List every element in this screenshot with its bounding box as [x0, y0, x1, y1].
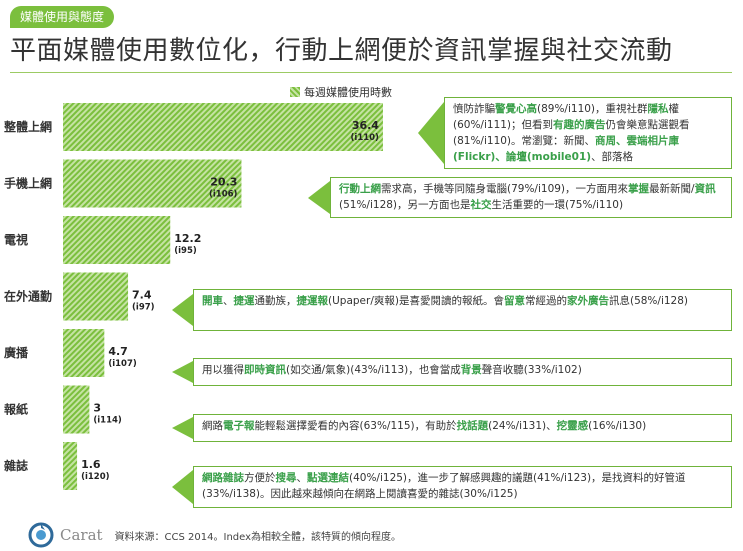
index-label: (i120): [81, 472, 110, 482]
callout-text: 訊息(58%/i128): [608, 295, 688, 307]
callout-highlight: 捷運報: [296, 295, 329, 307]
callout-highlight: 家外廣告: [566, 295, 609, 307]
index-label: (i114): [93, 416, 122, 426]
source-note: 資料來源：CCS 2014。Index為相較全體，該特質的傾向程度。: [114, 531, 402, 543]
category-label: 廣播: [4, 345, 29, 360]
callout-text: (24%/i131)、: [488, 420, 557, 432]
callout-pointer: [418, 102, 444, 164]
callout-text: (如交通/氣象)(43%/i113)，也會當成: [286, 364, 461, 376]
callout-text: 生活重要的一環(75%/i110): [491, 199, 624, 211]
callout-text: 、: [223, 295, 234, 307]
callout-text: 憤防詐騙: [453, 103, 495, 115]
value-label: 36.4: [352, 119, 379, 132]
callout-text: 最新新聞/: [649, 183, 695, 195]
callout-text: (51%/i128)，另一方面也是: [339, 199, 471, 211]
callout-highlight: 行動上網: [339, 183, 381, 195]
callout-highlight: 、雲端相片庫(Flickr): [453, 135, 680, 163]
callout-highlight: 電子報: [223, 420, 255, 432]
category-label: 在外通勤: [4, 289, 52, 304]
bar: [63, 329, 105, 377]
callout-internet: 憤防詐騙警覺心高(89%/i110)，重視社群隱私權(60%/i111)；但看到…: [444, 97, 732, 169]
callout-highlight: 點選連結: [307, 472, 349, 484]
callout-text: 通勤族，: [254, 295, 297, 307]
callout-magazine: 網路雜誌方便於搜尋、點選連結(40%/i125)，進一步了解感興趣的議題(41%…: [193, 466, 732, 508]
callout-text: 仍會樂意點選觀看(81%/i110)。常瀏覽：新聞、: [453, 119, 690, 147]
callout-pointer: [172, 417, 193, 439]
carat-logo-text: Carat: [60, 526, 103, 544]
callout-pointer: [308, 181, 330, 214]
callout-text: (40%/i125)，進一步了解感興趣的議題(41%/i123)，是找資料的好管…: [202, 472, 686, 500]
callout-highlight: 捷運: [233, 295, 255, 307]
callout-text: 方便於: [244, 472, 276, 484]
index-label: (i106): [209, 190, 238, 200]
callout-commute: 開車、捷運通勤族，捷運報(Upaper/爽報)是喜愛閱讀的報紙。會留意常經過的家…: [193, 289, 732, 331]
callout-pointer: [172, 470, 193, 504]
callout-highlight: 網路雜誌: [202, 472, 244, 484]
bar: [63, 442, 78, 490]
footer: Carat 資料來源：CCS 2014。Index為相較全體，該特質的傾向程度。: [28, 522, 401, 548]
value-label: 1.6: [81, 458, 101, 471]
callout-pointer: [172, 361, 193, 383]
category-label: 雜誌: [4, 458, 28, 473]
callout-text: 常經過的: [524, 295, 567, 307]
callout-highlight: 搜尋: [275, 472, 297, 484]
bar: [63, 159, 242, 208]
callout-highlight: 背景: [460, 364, 482, 376]
callout-text: 、部落格: [591, 151, 634, 163]
callout-text: 、: [296, 472, 308, 484]
category-label: 報紙: [4, 402, 28, 417]
bar: [63, 272, 129, 321]
callout-highlight: 挖靈感: [556, 420, 589, 432]
carat-logo-icon: [28, 522, 54, 548]
category-label: 整體上網: [3, 119, 52, 134]
callout-highlight: 掌握: [628, 183, 650, 195]
callout-newspaper: 網路電子報能輕鬆選擇愛看的內容(63%/115)，有助於找話題(24%/i131…: [193, 414, 732, 442]
callout-text: (16%/i130): [588, 420, 647, 432]
index-label: (i110): [351, 133, 380, 143]
callout-highlight: 資訊: [694, 183, 716, 195]
bar: [63, 216, 171, 264]
value-label: 7.4: [132, 289, 152, 302]
callout-text: 網路: [202, 420, 223, 432]
callout-highlight: 開車: [202, 295, 223, 307]
category-label: 電視: [4, 232, 28, 247]
callout-highlight: 警覺心高: [495, 103, 537, 115]
callout-highlight: 社交: [470, 199, 492, 211]
title-divider: [10, 72, 732, 73]
callout-highlight: 有趣的廣告: [553, 119, 606, 131]
callout-text: (89%/i110)，重視社群: [537, 103, 648, 115]
index-label: (i107): [108, 359, 137, 369]
callout-radio: 用以獲得即時資訊(如交通/氣象)(43%/i113)，也會當成背景聲音收聽(33…: [193, 358, 732, 386]
legend-swatch: [290, 87, 300, 97]
bar: [63, 103, 383, 151]
section-tag: 媒體使用與態度: [10, 6, 115, 28]
callout-text: 權(60%/i111)；但看到: [453, 103, 680, 131]
page-title: 平面媒體使用數位化，行動上網便於資訊掌握與社交流動: [10, 36, 673, 66]
value-label: 12.2: [174, 232, 201, 245]
callout-text: (Upaper/爽報)是喜愛閱讀的報紙。會: [328, 295, 504, 307]
callout-mobile: 行動上網需求高，手機等同隨身電腦(79%/i109)，一方面用來掌握最新新聞/資…: [330, 177, 732, 218]
callout-highlight: 留意: [503, 295, 525, 307]
callout-text: 能輕鬆選擇愛看的內容(63%/115)，有助於: [254, 420, 457, 432]
callout-highlight: 找話題: [456, 420, 489, 432]
value-label: 4.7: [108, 345, 128, 358]
callout-pointer: [172, 294, 193, 326]
callout-highlight: 即時資訊: [244, 364, 286, 376]
index-label: (i95): [174, 246, 197, 256]
value-label: 3: [93, 402, 101, 415]
chart-legend: 每週媒體使用時數: [290, 84, 392, 100]
value-label: 20.3: [210, 176, 237, 189]
callout-text: 聲音收聽(33%/i102): [481, 364, 582, 376]
legend-label: 每週媒體使用時數: [304, 86, 392, 99]
index-label: (i97): [132, 303, 155, 313]
callout-text: 需求高，手機等同隨身電腦(79%/i109)，一方面用來: [381, 183, 629, 195]
callout-highlight: 商周: [595, 135, 617, 147]
category-label: 手機上網: [4, 176, 52, 191]
callout-highlight: 、論壇(mobile01): [495, 151, 592, 163]
callout-highlight: 隱私: [647, 103, 669, 115]
callout-text: 用以獲得: [202, 364, 244, 376]
bar: [63, 385, 90, 434]
